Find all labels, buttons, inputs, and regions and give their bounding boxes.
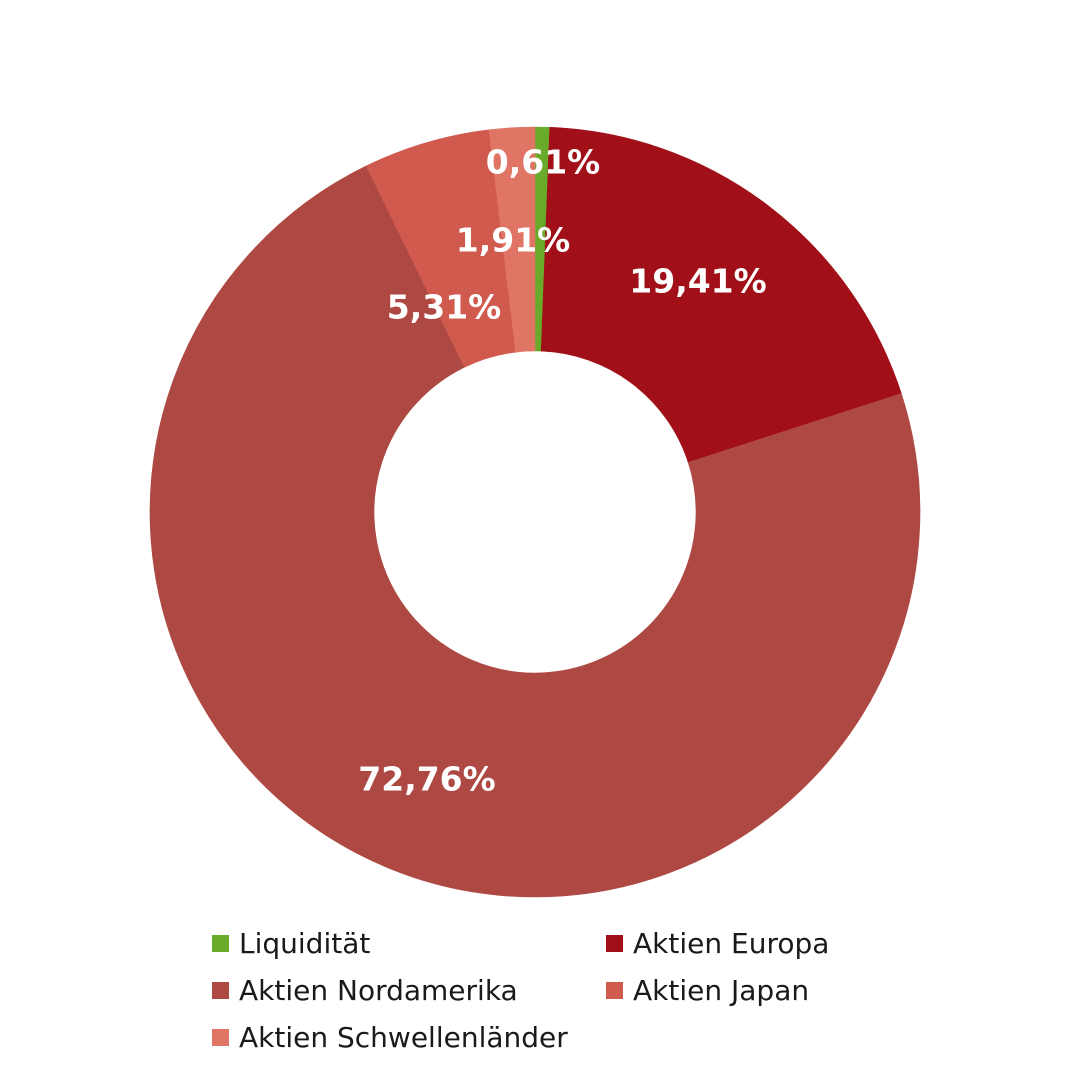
slice-aktien-nordamerika <box>149 165 921 898</box>
legend-item-liquiditaet: Liquidität <box>212 926 606 961</box>
chart-legend: Liquidität Aktien Europa Aktien Nordamer… <box>212 926 852 1055</box>
slice-label-aktien-japan: 5,31% <box>387 288 502 327</box>
slice-aktien-schwellenlaender <box>488 126 536 353</box>
slice-label-aktien-schwellenlaender: 1,91% <box>456 221 571 260</box>
legend-swatch-aktien-europa <box>606 935 623 952</box>
slice-label-aktien-europa: 19,41% <box>629 262 766 301</box>
legend-label-aktien-europa: Aktien Europa <box>633 927 830 960</box>
legend-swatch-aktien-japan <box>606 982 623 999</box>
slice-label-aktien-nordamerika: 72,76% <box>358 760 495 799</box>
legend-label-aktien-nordamerika: Aktien Nordamerika <box>239 974 518 1007</box>
legend-swatch-aktien-nordamerika <box>212 982 229 999</box>
legend-swatch-aktien-schwellenlaender <box>212 1029 229 1046</box>
legend-item-aktien-schwellenlaender: Aktien Schwellenländer <box>212 1020 606 1055</box>
legend-item-aktien-nordamerika: Aktien Nordamerika <box>212 973 606 1008</box>
slice-aktien-europa <box>540 126 902 463</box>
legend-item-aktien-europa: Aktien Europa <box>606 926 852 961</box>
legend-label-liquiditaet: Liquidität <box>239 927 371 960</box>
donut-slices <box>149 126 921 898</box>
slice-label-liquiditaet: 0,61% <box>486 143 601 182</box>
legend-swatch-liquiditaet <box>212 935 229 952</box>
legend-label-aktien-japan: Aktien Japan <box>633 974 810 1007</box>
legend-label-aktien-schwellenlaender: Aktien Schwellenländer <box>239 1021 568 1054</box>
slice-labels: 0,61% 19,41% 72,76% 5,31% 1,91% <box>358 143 766 799</box>
legend-item-aktien-japan: Aktien Japan <box>606 973 852 1008</box>
